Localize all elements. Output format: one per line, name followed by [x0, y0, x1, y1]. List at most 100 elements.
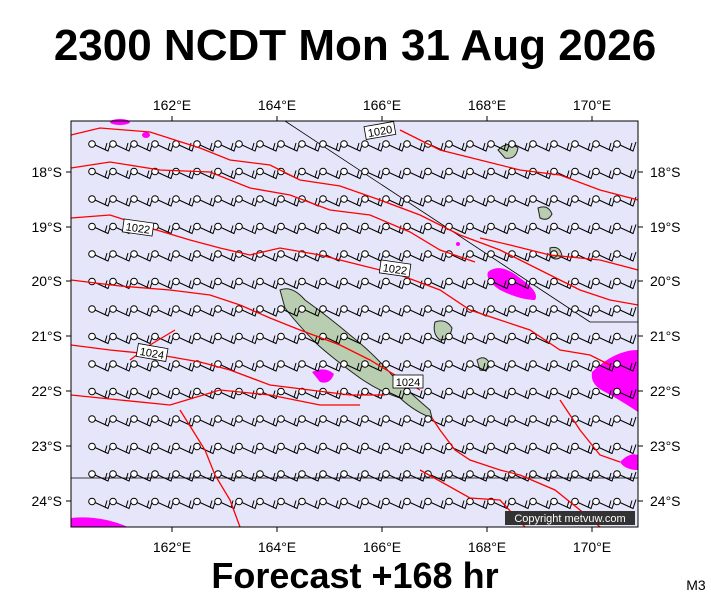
station [193, 415, 201, 423]
lon-label-bottom: 162°E [153, 539, 191, 555]
station [88, 415, 96, 423]
station [298, 415, 306, 423]
station [151, 360, 159, 368]
station [424, 442, 432, 451]
station [382, 497, 390, 506]
station [382, 415, 390, 423]
lon-label-bottom: 164°E [258, 539, 296, 555]
station [571, 277, 579, 286]
station [130, 415, 138, 423]
station [445, 470, 453, 478]
station [193, 497, 201, 506]
map-frame [70, 120, 639, 528]
station [508, 277, 516, 286]
station [550, 332, 558, 341]
station [424, 360, 432, 368]
isobar-label: 1022 [378, 259, 412, 278]
station [193, 332, 201, 341]
station [172, 497, 180, 506]
station [340, 222, 348, 231]
station [613, 167, 621, 176]
station [109, 305, 117, 313]
isobar-label-box [378, 259, 412, 278]
station [109, 140, 117, 148]
station [445, 387, 453, 396]
station [235, 332, 243, 341]
station [88, 442, 96, 451]
station [487, 387, 495, 396]
lat-label-left: 21°S [31, 328, 62, 344]
station [466, 222, 474, 231]
station [487, 277, 495, 286]
lon-label-top: 162°E [153, 97, 191, 113]
station [613, 470, 621, 478]
isobar-label: 1020 [363, 121, 397, 140]
station [214, 442, 222, 451]
station [529, 470, 537, 478]
station [424, 497, 432, 506]
station [592, 140, 600, 148]
isobar-label-box [363, 121, 397, 140]
barb [619, 444, 637, 455]
station [382, 360, 390, 368]
station [319, 195, 327, 203]
station [550, 415, 558, 423]
station [403, 140, 411, 148]
station [298, 442, 306, 451]
station [151, 387, 159, 396]
lon-label-bottom: 168°E [468, 539, 506, 555]
copyright: Copyright metvuw.com [514, 513, 625, 525]
station [508, 140, 516, 148]
lat-label-right: 18°S [650, 164, 681, 180]
station [424, 195, 432, 203]
station [361, 415, 369, 423]
station [235, 277, 243, 286]
station [403, 442, 411, 451]
station [361, 140, 369, 148]
map-code: M3 [686, 577, 706, 593]
station [529, 222, 537, 231]
station [256, 277, 264, 286]
station [88, 140, 96, 148]
lat-label-right: 24°S [650, 493, 681, 509]
station [214, 415, 222, 423]
lat-label-left: 23°S [31, 438, 62, 454]
map-area [71, 121, 638, 527]
station [214, 305, 222, 313]
station [130, 442, 138, 451]
station [193, 195, 201, 203]
station [550, 222, 558, 231]
station [340, 332, 348, 341]
station [172, 167, 180, 176]
station [130, 305, 138, 313]
station [88, 222, 96, 231]
station [613, 140, 621, 148]
station [235, 360, 243, 368]
station [424, 222, 432, 231]
station [382, 167, 390, 176]
station [571, 140, 579, 148]
station [487, 442, 495, 451]
station [151, 442, 159, 451]
station [151, 470, 159, 478]
station [613, 250, 621, 258]
lat-label-right: 23°S [650, 438, 681, 454]
station [340, 277, 348, 286]
station [550, 305, 558, 313]
station [298, 332, 306, 341]
station [592, 360, 600, 368]
station [466, 332, 474, 341]
station [487, 250, 495, 258]
lat-label-left: 20°S [31, 273, 62, 289]
station [592, 470, 600, 478]
station [319, 277, 327, 286]
station [445, 140, 453, 148]
station [508, 442, 516, 451]
station [613, 497, 621, 506]
station [403, 222, 411, 231]
station [529, 140, 537, 148]
barb [619, 306, 637, 317]
station [382, 332, 390, 341]
station [466, 360, 474, 368]
